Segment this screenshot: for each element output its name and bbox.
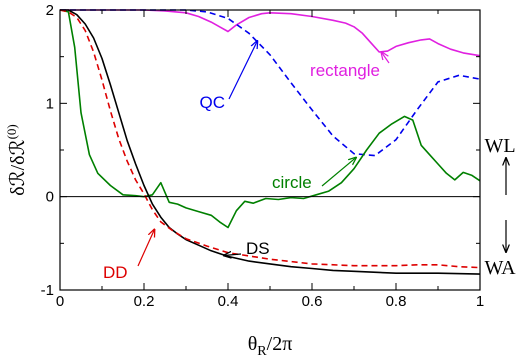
x-axis-title-subscript: R — [257, 344, 267, 358]
y-axis-title-text: δℛ/δℛ — [7, 139, 29, 195]
arrow-circle — [321, 157, 356, 187]
series-line-circle — [59, 9, 481, 229]
y-axis-title: δℛ/δℛ(0) — [4, 124, 29, 196]
series-line-ds — [60, 9, 481, 275]
arrow-dd — [137, 229, 155, 267]
x-axis-title: θR/2π — [248, 333, 293, 358]
label-qc: QC — [200, 93, 226, 112]
label-dd: DD — [103, 263, 128, 282]
y-tick-label: 2 — [46, 2, 54, 19]
x-tick-label: 0.6 — [302, 293, 323, 310]
arrow-qc — [228, 41, 257, 100]
arrow-rectangle — [381, 52, 390, 64]
y-tick-label: 0 — [46, 189, 54, 206]
x-axis-title-theta: θ — [248, 333, 258, 355]
y-axis-title-superscript: (0) — [4, 124, 19, 139]
series-line-dd — [59, 9, 481, 269]
label-rectangle: rectangle — [310, 61, 380, 80]
label-ds: DS — [246, 239, 270, 258]
y-tick-label: 1 — [46, 95, 54, 112]
x-axis-title-rest: /2π — [267, 333, 293, 355]
series-line-qc — [60, 9, 481, 157]
regime-indicator: WL WA — [484, 135, 516, 279]
y-tick-label: -1 — [41, 282, 54, 299]
annotation-layer: rectangle QC circle DS DD — [103, 41, 390, 282]
plot-frame — [59, 9, 481, 291]
arrow-ds — [224, 254, 242, 255]
x-tick-label: 0 — [56, 293, 64, 310]
x-tick-label: 0.8 — [386, 293, 407, 310]
wa-label: WA — [484, 257, 516, 279]
x-tick-label: 0.2 — [134, 293, 155, 310]
x-tick-label: 0.4 — [218, 293, 239, 310]
series-line-rectangle — [60, 9, 481, 57]
label-circle: circle — [272, 173, 312, 192]
wl-label: WL — [484, 135, 515, 157]
series-layer — [59, 9, 481, 275]
x-tick-label: 1 — [476, 293, 484, 310]
